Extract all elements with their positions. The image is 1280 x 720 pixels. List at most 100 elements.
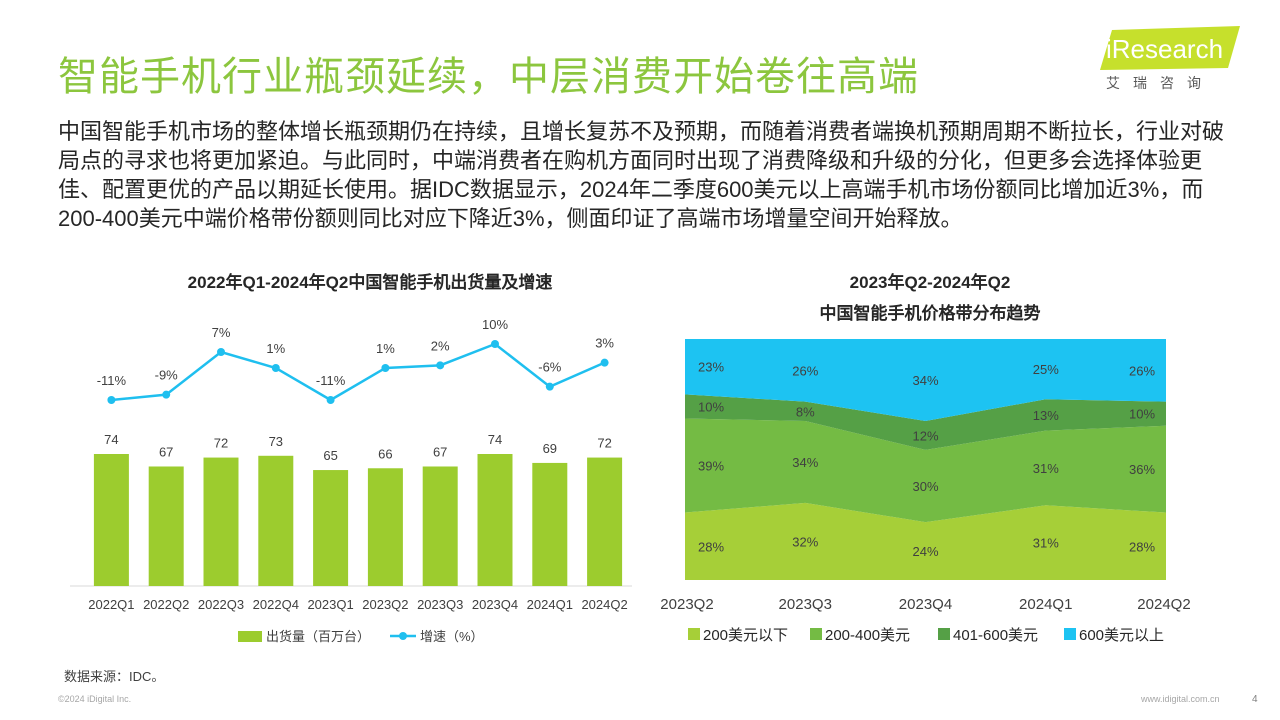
- growth-point: [436, 361, 445, 370]
- chart1-x-tick-label: 2022Q1: [88, 597, 134, 612]
- page-number: 4: [1252, 694, 1258, 705]
- price-band-area: [685, 339, 1166, 421]
- chart1-title: 2022年Q1-2024年Q2中国智能手机出货量及增速: [187, 273, 553, 292]
- shipment-bar: [422, 466, 458, 586]
- legend-price-band-swatch: [688, 628, 700, 640]
- price-band-area: [685, 394, 1166, 450]
- shipment-bar: [313, 470, 349, 586]
- data-source: 数据来源：IDC。: [64, 669, 165, 684]
- growth-point: [271, 364, 280, 372]
- growth-point: [217, 348, 225, 356]
- chart2-x-tick-label: 2023Q3: [779, 596, 832, 613]
- chart1-x-tick-label: 2024Q1: [527, 597, 573, 612]
- price-band-label: 39%: [698, 459, 724, 474]
- chart2-x-tick-label: 2023Q2: [660, 596, 713, 613]
- price-band-label: 31%: [1033, 536, 1059, 551]
- site-url: www.idigital.com.cn: [1141, 694, 1220, 704]
- legend-growth-marker: [399, 632, 407, 640]
- growth-label: -11%: [316, 373, 346, 388]
- shipment-bar: [203, 457, 239, 586]
- growth-label: -11%: [97, 373, 127, 388]
- price-band-label: 34%: [792, 455, 818, 470]
- growth-label: 1%: [266, 341, 285, 356]
- legend-shipment-label: 出货量（百万台）: [266, 629, 370, 644]
- shipment-bar-label: 65: [323, 448, 337, 463]
- price-band-area: [685, 418, 1166, 523]
- shipment-bar: [477, 454, 513, 586]
- price-band-label: 10%: [1129, 407, 1155, 422]
- growth-point: [600, 358, 609, 367]
- price-band-label: 12%: [912, 428, 938, 443]
- chart1-x-tick-label: 2022Q3: [198, 597, 244, 612]
- chart1-x-tick-label: 2023Q3: [417, 597, 463, 612]
- growth-label: -9%: [155, 368, 179, 383]
- logo-shape-icon: [1100, 26, 1240, 70]
- chart1-x-tick-label: 2023Q4: [472, 597, 518, 612]
- chart2-x-tick-label: 2024Q2: [1137, 596, 1190, 613]
- legend-shipment-swatch: [238, 631, 262, 642]
- legend-price-band-swatch: [1064, 628, 1076, 640]
- price-band-label: 31%: [1033, 461, 1059, 476]
- growth-label: 10%: [482, 317, 508, 332]
- legend-growth-label: 增速（%）: [420, 629, 484, 644]
- price-band-label: 10%: [698, 399, 724, 414]
- shipment-bar-label: 72: [597, 436, 611, 451]
- price-band-label: 24%: [912, 544, 938, 559]
- price-band-label: 23%: [698, 360, 724, 375]
- growth-point: [491, 340, 499, 348]
- legend-price-band-label: 200-400美元: [825, 627, 910, 644]
- price-band-area: [685, 502, 1166, 580]
- page-title: 智能手机行业瓶颈延续，中层消费开始卷往高端: [58, 55, 919, 99]
- shipment-bar: [587, 457, 623, 586]
- price-band-label: 8%: [796, 404, 815, 419]
- shipment-bar-label: 66: [378, 446, 392, 461]
- growth-point: [107, 396, 116, 404]
- growth-label: 2%: [431, 338, 450, 353]
- price-band-label: 36%: [1129, 462, 1155, 477]
- logo-chinese-text: 艾瑞咨询: [1106, 75, 1214, 91]
- shipment-bar: [532, 462, 568, 586]
- chart1-x-tick-label: 2022Q4: [253, 597, 299, 612]
- growth-line: [111, 342, 606, 402]
- growth-point: [381, 364, 390, 372]
- legend-price-band-label: 200美元以下: [703, 627, 788, 644]
- shipment-bar: [367, 468, 403, 586]
- shipment-bar-label: 67: [159, 444, 173, 459]
- shipment-bar: [148, 466, 184, 586]
- growth-point: [326, 396, 335, 404]
- price-band-label: 30%: [912, 479, 938, 494]
- shipment-bar: [93, 454, 129, 586]
- chart1-x-tick-label: 2024Q2: [581, 597, 627, 612]
- chart2-title-line1: 2023年Q2-2024年Q2: [849, 273, 1011, 292]
- legend-price-band-label: 401-600美元: [953, 627, 1038, 644]
- price-band-label: 13%: [1033, 408, 1059, 423]
- growth-point: [162, 390, 171, 399]
- price-band-label: 28%: [1129, 539, 1155, 554]
- chart1-x-tick-label: 2023Q2: [362, 597, 408, 612]
- chart2-title-line2: 中国智能手机价格带分布趋势: [819, 304, 1041, 323]
- logo-brand-text: iResearch: [1106, 34, 1223, 64]
- shipment-bar-label: 73: [269, 434, 283, 449]
- shipment-bar-label: 74: [104, 432, 118, 447]
- shipment-bar: [258, 455, 294, 586]
- shipment-bar-label: 74: [488, 432, 502, 447]
- growth-label: 1%: [376, 341, 395, 356]
- growth-label: 3%: [595, 336, 614, 351]
- shipment-bar-label: 69: [543, 441, 557, 456]
- price-band-label: 34%: [912, 373, 938, 388]
- price-band-label: 26%: [792, 363, 818, 378]
- chart1-x-tick-label: 2023Q1: [307, 597, 353, 612]
- growth-label: 7%: [212, 325, 231, 340]
- price-band-label: 32%: [792, 534, 818, 549]
- shipment-bar-label: 67: [433, 444, 447, 459]
- price-band-label: 28%: [698, 539, 724, 554]
- chart2-x-tick-label: 2023Q4: [899, 596, 952, 613]
- chart1-x-tick-label: 2022Q2: [143, 597, 189, 612]
- iresearch-logo: iResearch: [1098, 24, 1246, 94]
- legend-price-band-swatch: [938, 628, 950, 640]
- legend-price-band-label: 600美元以上: [1079, 627, 1164, 644]
- copyright: ©2024 iDigital Inc.: [58, 694, 132, 704]
- legend-price-band-swatch: [810, 628, 822, 640]
